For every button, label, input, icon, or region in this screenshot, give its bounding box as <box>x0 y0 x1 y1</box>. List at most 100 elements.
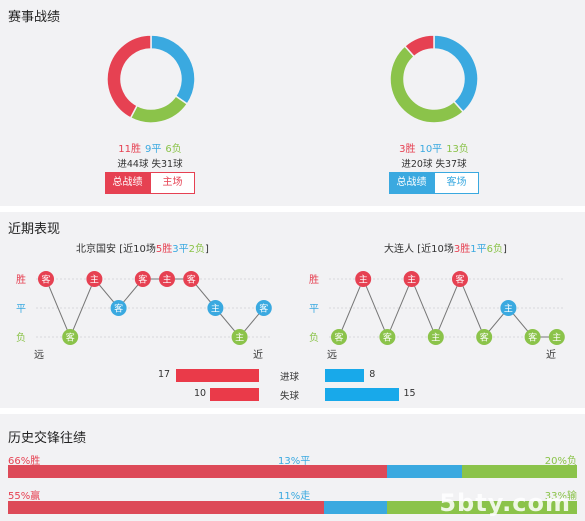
left-match-venue-8: 主 <box>211 303 220 315</box>
right-match-marker-8[interactable] <box>500 300 517 316</box>
right-record-donut <box>389 34 479 124</box>
left-header-wins: 5胜 <box>155 244 173 255</box>
right-match-marker-5[interactable] <box>427 329 444 345</box>
left-win-slice <box>106 34 152 119</box>
left-goals-against-bar <box>210 388 259 401</box>
right-match-venue-10: 主 <box>552 332 561 344</box>
h2h-handicap-push-label: 11%走 <box>278 491 311 502</box>
left-losses: 6负 <box>165 144 182 155</box>
right-form-chart: 胜平负远 近客主客主主客客主客主 <box>309 271 565 361</box>
left-axis-far: 远 <box>34 349 44 361</box>
left-axis-label-L: 负 <box>16 331 26 344</box>
right-match-venue-7: 客 <box>480 332 489 344</box>
left-all-record-button[interactable]: 总战绩 <box>105 172 150 194</box>
goals-against-label: 失球 <box>280 391 300 402</box>
left-match-venue-5: 客 <box>138 274 147 286</box>
right-win-slice <box>403 34 435 58</box>
left-match-marker-3[interactable] <box>86 271 103 287</box>
right-header-suffix: ] <box>502 244 507 255</box>
right-goals: 进20球 失37球 <box>401 159 467 170</box>
watermark-logo: 5bty.com <box>439 489 571 517</box>
right-match-marker-9[interactable] <box>524 329 541 345</box>
right-match-marker-2[interactable] <box>355 271 372 287</box>
left-draw-slice <box>150 34 196 106</box>
right-away-button[interactable]: 客场 <box>434 172 479 194</box>
right-goals-against-value: 15 <box>403 388 416 399</box>
right-recent-header: 大连人 [近10场3胜1平6负] <box>384 240 507 255</box>
right-losses: 13负 <box>446 144 469 155</box>
right-axis-near: 近 <box>546 348 556 361</box>
left-form-chart: 胜平负远 近客客主客客主客主主客 <box>16 271 272 361</box>
section-title-record: 赛事战绩 <box>8 10 61 25</box>
left-wins: 11胜 <box>118 144 141 155</box>
right-match-marker-4[interactable] <box>403 271 420 287</box>
right-match-venue-8: 主 <box>504 303 513 315</box>
left-match-venue-3: 主 <box>90 274 99 286</box>
left-goals-against-value: 10 <box>194 388 207 399</box>
right-goals-for-bar <box>325 369 365 382</box>
right-match-venue-2: 主 <box>359 274 368 286</box>
right-form-line <box>338 277 557 339</box>
record-panel: 赛事战绩 11胜 9平 6负 进44球 失31球 总战绩 主场 3胜 10平 13负 进… <box>0 0 585 206</box>
right-axis-label-L: 负 <box>309 331 319 344</box>
left-home-button[interactable]: 主场 <box>150 172 195 194</box>
right-match-venue-5: 主 <box>431 332 440 344</box>
right-axis-label-D: 平 <box>309 304 319 315</box>
left-match-marker-9[interactable] <box>231 329 248 345</box>
left-match-marker-5[interactable] <box>134 271 151 287</box>
h2h-handicap-win-segment <box>8 501 325 514</box>
left-match-venue-7: 客 <box>187 274 196 286</box>
h2h-win-segment <box>8 465 388 478</box>
left-header-suffix: ] <box>204 244 209 255</box>
right-match-marker-10[interactable] <box>548 329 565 345</box>
right-match-marker-7[interactable] <box>476 329 493 345</box>
right-all-record-button[interactable]: 总战绩 <box>389 172 434 194</box>
right-axis-label-W: 胜 <box>309 274 319 286</box>
right-goals-against-bar <box>325 388 399 401</box>
h2h-handicap-bar <box>8 501 577 514</box>
h2h-handicap-loss-label: 33%输 <box>544 491 577 502</box>
h2h-loss-label: 20%负 <box>544 456 577 467</box>
right-wins: 3胜 <box>399 144 416 155</box>
right-match-marker-1[interactable] <box>331 329 347 345</box>
goals-for-label: 进球 <box>280 372 300 383</box>
right-match-venue-9: 客 <box>528 332 537 344</box>
left-match-venue-6: 主 <box>162 274 171 286</box>
left-axis-near: 近 <box>253 348 263 361</box>
right-match-marker-6[interactable] <box>452 271 468 287</box>
left-match-marker-6[interactable] <box>159 271 175 287</box>
left-match-marker-1[interactable] <box>38 271 54 287</box>
left-match-marker-8[interactable] <box>207 300 224 316</box>
h2h-win-label: 66%胜 <box>8 456 41 467</box>
left-axis-label-W: 胜 <box>16 274 26 286</box>
right-match-venue-1: 客 <box>334 332 343 344</box>
right-header-wins: 3胜 <box>453 244 471 255</box>
recent-panel: 近期表现 北京国安 [近10场5胜3平2负] 大连人 [近10场3胜1平6负] … <box>0 212 585 408</box>
right-filter-buttons: 总战绩 客场 <box>389 172 479 194</box>
left-match-marker-4[interactable] <box>110 300 127 316</box>
right-header-prefix: [近10场 <box>417 244 454 255</box>
left-recent-header: 北京国安 [近10场5胜3平2负] <box>76 240 209 255</box>
right-match-marker-3[interactable] <box>379 329 396 345</box>
left-match-marker-7[interactable] <box>183 271 200 287</box>
h2h-handicap-loss-segment <box>387 501 577 514</box>
right-match-venue-6: 客 <box>455 274 464 286</box>
h2h-result-bar <box>8 465 577 478</box>
left-header-losses: 2负 <box>188 244 205 255</box>
left-filter-buttons: 总战绩 主场 <box>105 172 195 194</box>
left-match-marker-10[interactable] <box>255 300 272 316</box>
right-header-losses: 6负 <box>486 244 503 255</box>
left-match-venue-4: 客 <box>114 303 123 315</box>
left-match-venue-2: 客 <box>66 332 75 344</box>
h2h-panel: 历史交锋往绩 66%胜 13%平 20%负 55%赢 11%走 33%输 5bt… <box>0 414 585 521</box>
left-form-line <box>45 278 265 339</box>
right-draw-slice <box>433 34 479 113</box>
left-match-marker-2[interactable] <box>62 329 79 345</box>
left-match-venue-1: 客 <box>41 274 50 286</box>
left-goals: 进44球 失31球 <box>117 159 183 170</box>
right-loss-slice <box>389 45 465 124</box>
h2h-draw-segment <box>387 465 463 478</box>
left-goals-for-bar <box>175 369 259 382</box>
h2h-handicap-win-label: 55%赢 <box>8 491 41 502</box>
left-loss-slice <box>129 94 189 124</box>
